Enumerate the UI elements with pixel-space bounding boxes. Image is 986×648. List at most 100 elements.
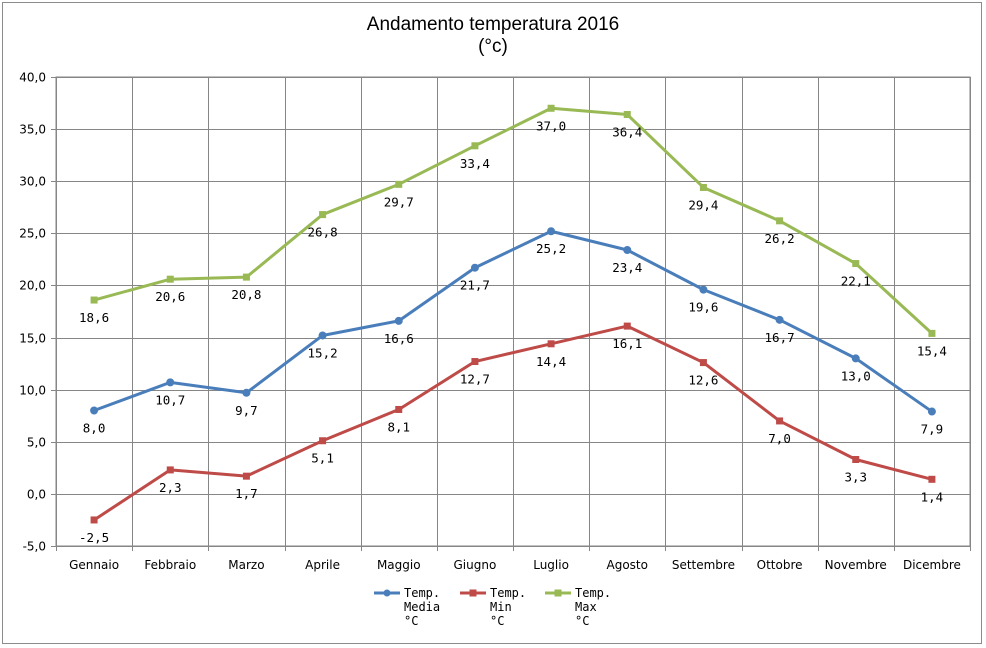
data-point [242,273,250,281]
data-label: 29,7 [384,194,414,209]
data-point [776,217,784,225]
data-point [166,466,174,474]
data-point [319,211,327,219]
data-label: 15,4 [917,343,947,358]
x-tick-label: Dicembre [903,558,961,572]
data-point [470,263,479,272]
x-tick-label: Ottobre [757,558,803,572]
x-tick-label: Giugno [454,558,497,572]
legend-label: Temp. [404,586,440,600]
y-tick-label: 5,0 [27,436,46,450]
y-tick-label: 15,0 [19,332,46,346]
data-label: 1,4 [921,489,944,504]
data-point [623,246,632,255]
data-point [90,406,99,415]
data-label: 20,8 [231,287,261,302]
x-tick-label: Marzo [228,558,264,572]
data-label: 33,4 [460,156,490,171]
data-point [242,472,250,480]
data-label: 16,6 [384,331,414,346]
data-labels: 8,0 10,7 9,7 15,2 16,6 21,7 25,2 23,4 19,6 16,7 13… [79,118,947,545]
data-point [395,180,403,188]
data-label: 3,3 [844,469,867,484]
data-point [775,315,784,324]
data-label: 13,0 [841,368,871,383]
data-point [90,296,98,304]
data-label: 5,1 [311,451,334,466]
data-point [699,359,707,367]
data-label: 16,1 [612,336,642,351]
legend-swatch-marker [554,589,562,597]
data-label: 23,4 [612,260,642,275]
data-label: 8,1 [387,419,410,434]
y-tick-label: 40,0 [19,71,46,85]
data-label: 1,7 [235,486,258,501]
data-point [242,388,251,397]
data-label: 37,0 [536,118,566,133]
data-label: 29,4 [688,197,718,212]
x-tick-label: Febbraio [144,558,196,572]
legend-label: Max [575,600,597,614]
data-label: 16,7 [765,330,795,345]
data-label: 12,6 [688,373,718,388]
data-point [319,437,327,445]
data-label: -2,5 [79,530,109,545]
legend-label: Temp. [575,586,611,600]
series-line [93,229,933,413]
data-label: 12,7 [460,372,490,387]
data-label: 7,0 [768,431,791,446]
data-label: 25,2 [536,241,566,256]
data-point [623,322,631,330]
data-point [699,285,708,294]
data-label: 18,6 [79,310,109,325]
data-label: 7,9 [921,422,944,437]
x-tick-label: Agosto [607,558,648,572]
data-label: 26,2 [765,231,795,246]
x-tick-label: Gennaio [69,558,119,572]
data-label: 20,6 [155,289,185,304]
data-point [623,111,631,119]
x-axis: Gennaio Febbraio Marzo Aprile Maggio Giugno Lu… [69,558,961,572]
data-point [852,455,860,463]
legend-swatch-marker [383,589,391,597]
y-tick-label: 0,0 [27,488,46,502]
series-line [93,106,933,335]
y-tick-label: 20,0 [19,279,46,293]
x-tick-label: Novembre [825,558,887,572]
chart-subtitle: (°c) [478,36,508,57]
y-axis: -5,0 0,0 5,0 10,0 15,0 20,0 25,0 30,0 35,0 40,0 [19,71,56,554]
data-point [699,183,707,191]
y-tick-label: 35,0 [19,123,46,137]
legend-label: Media [404,600,440,614]
x-tick-label: Aprile [305,558,340,572]
data-label: 15,2 [308,345,338,360]
gridlines [55,76,971,551]
data-label: 36,4 [612,125,642,140]
data-label: 10,7 [155,392,185,407]
data-point [471,142,479,150]
data-label: 2,3 [159,480,182,495]
legend-label: Temp. [490,586,526,600]
data-label: 8,0 [83,421,106,436]
legend-swatch-marker [469,589,477,597]
y-tick-label: -5,0 [23,540,46,554]
data-point [851,354,860,363]
series-group [90,104,936,524]
x-tick-label: Luglio [533,558,569,572]
data-point [318,331,327,340]
data-point [928,329,936,337]
data-label: 9,7 [235,403,258,418]
data-label: 21,7 [460,278,490,293]
data-point [928,475,936,483]
y-tick-label: 10,0 [19,384,46,398]
data-label: 19,6 [688,300,718,315]
data-point [394,316,403,325]
data-point [166,378,175,387]
data-point [852,260,860,268]
data-point [547,104,555,112]
data-label: 14,4 [536,354,566,369]
chart-title: Andamento temperatura 2016 (°c) [0,14,986,58]
series-line [93,324,933,522]
